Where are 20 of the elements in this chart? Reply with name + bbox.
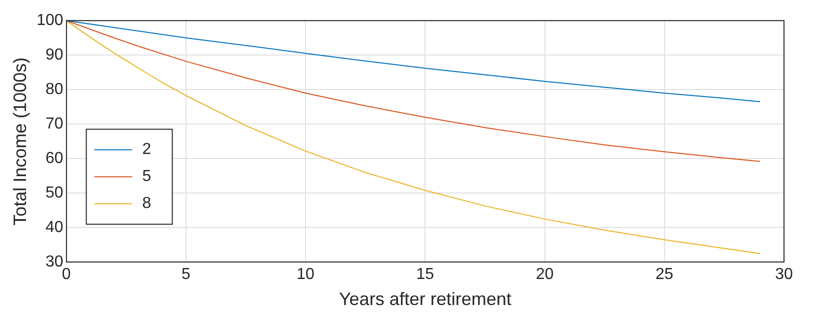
- legend-label: 5: [142, 168, 152, 186]
- x-tick-label: 25: [655, 266, 674, 284]
- x-tick-label: 10: [296, 266, 315, 284]
- x-axis-title: Years after retirement: [338, 289, 512, 310]
- y-tick-label: 80: [46, 81, 64, 98]
- x-tick-label: 30: [775, 266, 793, 284]
- y-tick-label: 70: [46, 116, 64, 133]
- y-axis-title: Total Income (1000s): [10, 57, 30, 226]
- x-tick-label: 15: [416, 266, 434, 284]
- x-tick-label: 5: [181, 266, 190, 284]
- y-tick-label: 90: [46, 46, 64, 64]
- legend-label: 2: [142, 141, 152, 158]
- x-tick-label: 20: [536, 266, 554, 284]
- y-tick-label: 30: [46, 254, 64, 271]
- y-tick-label: 100: [36, 12, 64, 30]
- x-tick-label: 0: [62, 266, 71, 284]
- legend-label: 8: [142, 195, 152, 212]
- y-tick-label: 60: [46, 150, 64, 168]
- y-tick-label: 40: [46, 219, 64, 236]
- y-tick-label: 50: [46, 184, 64, 202]
